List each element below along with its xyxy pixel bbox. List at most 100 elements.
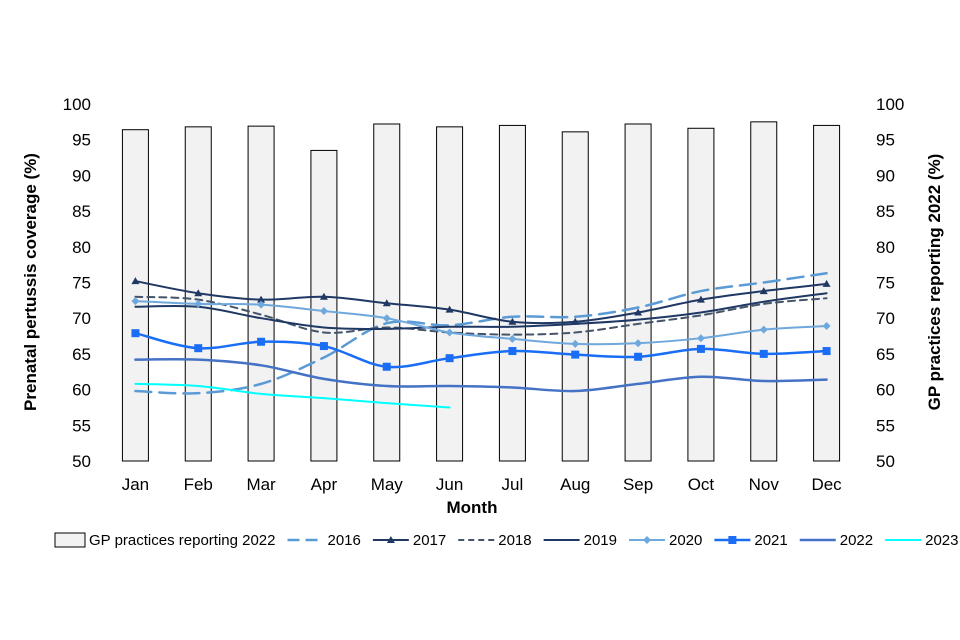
point-2020-dec <box>822 322 831 331</box>
point-2020-jun <box>445 328 454 337</box>
y-tick-right-75: 75 <box>876 274 895 293</box>
legend-label-2020: 2020 <box>669 532 702 549</box>
point-2020-nov <box>759 325 768 334</box>
y-tick-right-55: 55 <box>876 416 895 435</box>
bar-jan <box>121 129 149 462</box>
point-2020-apr <box>319 307 328 316</box>
bar-jul <box>498 124 526 462</box>
point-2020-may <box>382 314 391 323</box>
series-2021 <box>131 329 831 371</box>
point-2017-nov <box>759 287 768 295</box>
series-2018 <box>134 295 828 336</box>
bar-sep <box>624 123 652 462</box>
line-2018 <box>134 295 828 336</box>
legend-marker-2021 <box>728 536 737 544</box>
x-tick-mar: Mar <box>246 475 276 494</box>
y-tick-right-60: 60 <box>876 381 895 400</box>
point-2020-jan <box>131 297 140 306</box>
series-2016 <box>134 271 828 395</box>
legend-label-2016: 2016 <box>328 532 361 549</box>
legend-label-2017: 2017 <box>413 532 446 549</box>
y-tick-left-90: 90 <box>72 166 91 185</box>
point-2021-may <box>382 362 391 371</box>
legend-label-2019: 2019 <box>584 532 617 549</box>
x-tick-apr: Apr <box>311 475 338 494</box>
legend: GP practices reporting 2022 2016 2017 2018 2… <box>54 532 959 549</box>
point-2017-jan <box>131 277 140 285</box>
point-2021-jul <box>508 347 517 356</box>
point-2017-jun <box>445 305 454 313</box>
bar-aug <box>561 131 589 462</box>
legend-item-2018: 2018 <box>458 532 532 549</box>
legend-label-2022: 2022 <box>840 532 873 549</box>
point-2017-apr <box>319 292 328 300</box>
left-axis: 50 55 60 65 70 75 80 85 90 95 100 <box>63 95 91 471</box>
point-2017-feb <box>194 289 203 297</box>
legend-item-2019: 2019 <box>543 532 617 549</box>
point-2017-may <box>382 299 391 307</box>
x-tick-may: May <box>371 475 404 494</box>
bar-may <box>373 123 401 462</box>
line-2016 <box>134 271 828 395</box>
y-tick-left-70: 70 <box>72 309 91 328</box>
y-axis-left-title: Prenatal pertussis coverage (%) <box>21 153 40 411</box>
point-2021-aug <box>571 350 580 359</box>
legend-item-2021: 2021 <box>714 532 788 549</box>
y-tick-right-80: 80 <box>876 238 895 257</box>
y-tick-right-100: 100 <box>876 95 904 114</box>
y-tick-right-85: 85 <box>876 202 895 221</box>
point-2021-jun <box>445 354 454 363</box>
legend-marker-2017 <box>386 536 395 543</box>
x-axis-title: Month <box>447 498 498 517</box>
x-tick-oct: Oct <box>688 475 715 494</box>
y-tick-right-95: 95 <box>876 131 895 150</box>
y-tick-left-100: 100 <box>63 95 91 114</box>
y-tick-left-60: 60 <box>72 381 91 400</box>
legend-item-2022: 2022 <box>799 532 873 549</box>
y-tick-left-75: 75 <box>72 274 91 293</box>
legend-item-2016: 2016 <box>287 532 361 549</box>
point-2021-apr <box>319 342 328 351</box>
point-2017-jul <box>508 317 517 325</box>
point-2021-feb <box>194 344 203 353</box>
y-tick-right-70: 70 <box>876 309 895 328</box>
legend-item-2017: 2017 <box>372 532 446 549</box>
x-tick-jun: Jun <box>436 475 463 494</box>
legend-label-2021: 2021 <box>754 532 787 549</box>
y-tick-left-95: 95 <box>72 131 91 150</box>
point-2020-mar <box>257 300 266 309</box>
series-2023 <box>134 382 451 409</box>
x-tick-jan: Jan <box>122 475 149 494</box>
x-tick-aug: Aug <box>560 475 590 494</box>
series-2020 <box>131 297 831 348</box>
line-2020 <box>134 300 828 346</box>
y-tick-left-50: 50 <box>72 452 91 471</box>
point-2020-aug <box>571 339 580 348</box>
right-axis: 50 55 60 65 70 75 80 85 90 95 100 <box>876 95 904 471</box>
legend-swatch-bar <box>54 532 86 548</box>
y-tick-left-80: 80 <box>72 238 91 257</box>
legend-item-gp-practices-reporting-2022: GP practices reporting 2022 <box>54 532 276 549</box>
bar-apr <box>310 149 338 462</box>
point-2017-mar <box>257 295 266 303</box>
point-2021-mar <box>257 337 266 346</box>
point-2017-dec <box>822 279 831 287</box>
lines-layer <box>131 271 831 409</box>
line-2022 <box>134 357 828 393</box>
x-axis: Jan Feb Mar Apr May Jun Jul Aug Sep Oct Nov Dec <box>122 475 842 494</box>
point-2017-oct <box>696 295 705 303</box>
point-2020-feb <box>194 299 203 308</box>
series-2019 <box>134 292 828 330</box>
y-axis-right-title: GP practices reporting 2022 (%) <box>925 154 944 411</box>
x-tick-dec: Dec <box>811 475 842 494</box>
y-tick-right-65: 65 <box>876 345 895 364</box>
point-2021-sep <box>634 352 643 361</box>
legend-label-2018: 2018 <box>498 532 531 549</box>
x-tick-jul: Jul <box>502 475 524 494</box>
point-2017-sep <box>634 308 643 316</box>
point-2020-oct <box>696 334 705 343</box>
y-tick-left-55: 55 <box>72 416 91 435</box>
point-2021-jan <box>131 329 140 338</box>
line-2019 <box>134 292 828 330</box>
x-tick-nov: Nov <box>749 475 780 494</box>
